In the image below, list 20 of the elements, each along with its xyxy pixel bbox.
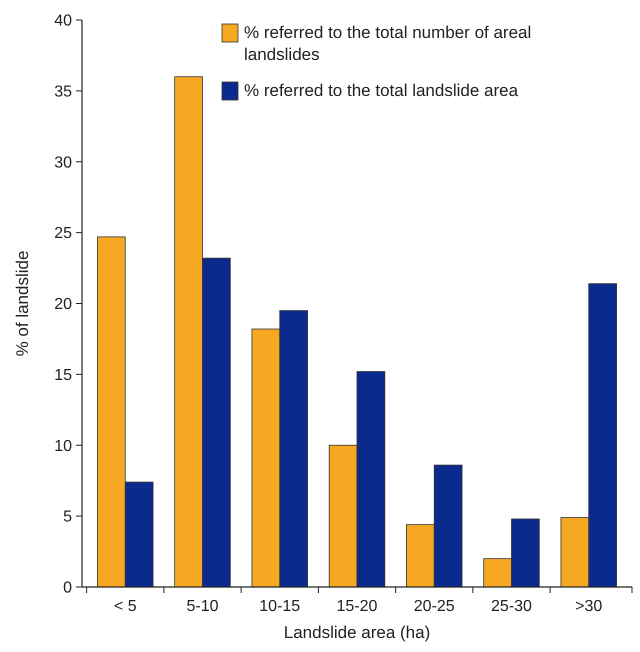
y-tick-label: 10 xyxy=(54,438,72,455)
x-tick-label: < 5 xyxy=(114,598,137,615)
y-tick-label: 15 xyxy=(54,366,72,384)
y-axis-title: % of landslide xyxy=(13,250,32,356)
legend-label: % referred to the total number of areal landslides xyxy=(244,23,532,64)
y-tick-label: 35 xyxy=(54,83,72,100)
y-tick-label: 30 xyxy=(54,154,72,172)
y-tick-label: 25 xyxy=(54,225,72,242)
x-tick-label: 20-25 xyxy=(414,598,455,615)
x-axis-title: Landslide area (ha) xyxy=(284,623,430,642)
y-tick-label: 20 xyxy=(54,296,72,314)
x-tick-label: 10-15 xyxy=(259,598,300,615)
y-tick-label: 40 xyxy=(54,12,72,30)
x-tick-label: 25-30 xyxy=(491,598,532,615)
y-tick-label: 5 xyxy=(63,508,72,526)
y-tick-label: 0 xyxy=(63,580,72,597)
x-tick-label: 15-20 xyxy=(336,598,378,615)
x-tick-label: 5-10 xyxy=(186,598,219,615)
legend-label: % referred to the total landslide area xyxy=(244,81,519,100)
x-tick-label: >30 xyxy=(575,598,602,615)
